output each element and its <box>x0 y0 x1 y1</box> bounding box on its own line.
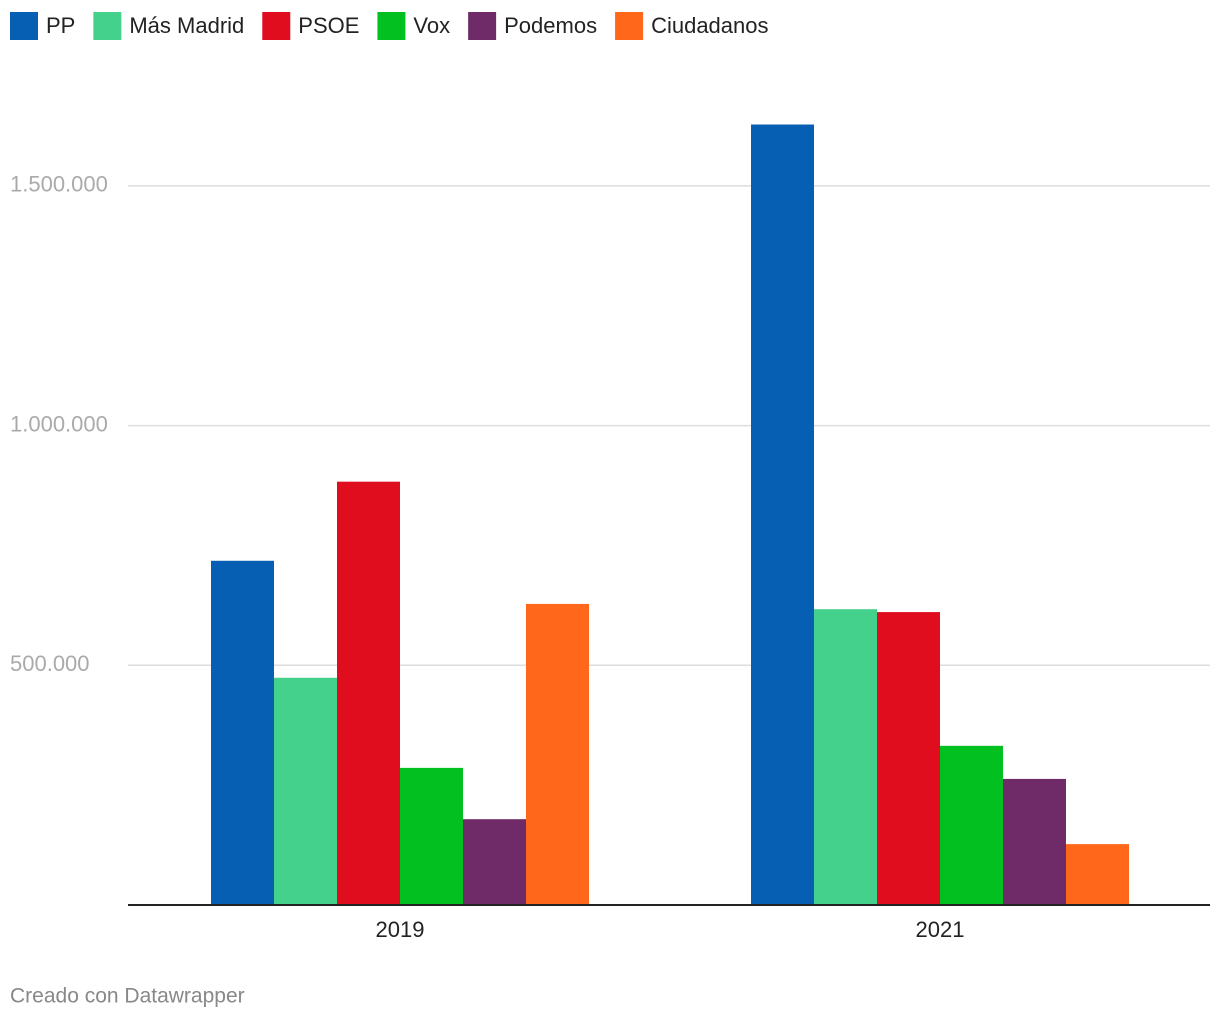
bar <box>751 124 814 906</box>
legend-swatch <box>468 12 497 40</box>
legend-label: Más Madrid <box>129 13 244 38</box>
legend-label: Ciudadanos <box>651 13 768 38</box>
bar <box>1003 778 1066 905</box>
legend-swatch <box>615 12 644 40</box>
bar <box>1066 844 1129 905</box>
y-tick-label: 1.500.000 <box>10 172 108 197</box>
legend-swatch <box>93 12 122 40</box>
x-tick-label: 2019 <box>376 917 425 942</box>
legend-label: Podemos <box>504 13 597 38</box>
bar <box>940 745 1003 905</box>
legend-label: PP <box>46 13 75 38</box>
x-tick-label: 2021 <box>916 917 965 942</box>
y-tick-label: 1.000.000 <box>10 411 108 436</box>
bar <box>814 609 877 905</box>
bar <box>400 767 463 905</box>
legend-label: PSOE <box>298 13 359 38</box>
bar <box>211 560 274 905</box>
legend-swatch <box>10 12 38 40</box>
legend-swatch <box>377 12 406 40</box>
bar <box>274 677 337 905</box>
legend-swatch <box>262 12 291 40</box>
y-tick-label: 500.000 <box>10 651 90 676</box>
bar <box>877 612 940 905</box>
footer: Creado con Datawrapper <box>10 985 245 1008</box>
legend-label: Vox <box>413 13 450 38</box>
bar <box>337 481 400 905</box>
bar <box>463 819 526 905</box>
bar <box>526 603 589 905</box>
